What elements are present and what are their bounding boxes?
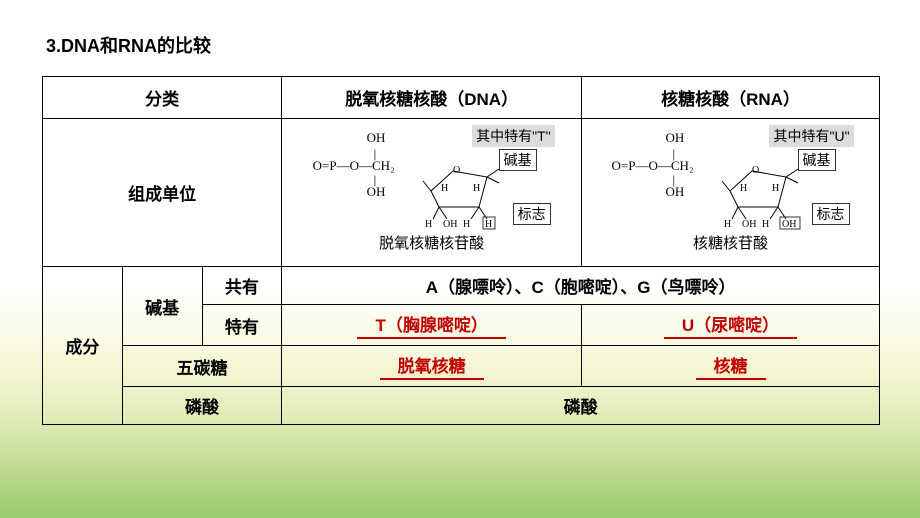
- svg-text:H: H: [473, 183, 480, 194]
- header-rna: 核糖核酸（RNA）: [582, 77, 880, 119]
- svg-text:H: H: [485, 219, 492, 230]
- dna-callout: 其中特有"T": [472, 125, 555, 147]
- hydroxyl-top-icon: OH: [367, 131, 386, 145]
- base-shared-value: A（腺嘌呤）、C（胞嘧啶）、G（鸟嘌呤）: [282, 267, 880, 305]
- svg-text:O: O: [453, 165, 460, 176]
- phosphate-icon: O=P—O—CH₂: [612, 159, 694, 173]
- svg-text:H: H: [740, 183, 747, 194]
- dna-marker: 标志: [513, 203, 551, 225]
- unit-dna-cell: 其中特有"T" 碱基 标志 OH | O=P—O—CH₂ | OH O H H: [282, 119, 582, 267]
- rna-callout: 其中特有"U": [769, 125, 853, 147]
- rna-struct-caption: 核糖核苷酸: [602, 232, 860, 253]
- dna-struct-caption: 脱氧核糖核苷酸: [303, 232, 561, 253]
- header-dna: 脱氧核糖核酸（DNA）: [282, 77, 582, 119]
- unit-rna-cell: 其中特有"U" 碱基 标志 OH | O=P—O—CH₂ | OH O H H …: [582, 119, 880, 267]
- header-category: 分类: [43, 77, 282, 119]
- deoxyribose-ring-icon: O H H H OH H H: [421, 159, 503, 231]
- table-row-phosphate: 磷酸 磷酸: [43, 387, 880, 425]
- pentose-rna: 核糖: [582, 346, 880, 387]
- page-title: 3.DNA和RNA的比较: [46, 32, 880, 58]
- base-dna-unique: T（胸腺嘧啶）: [282, 305, 582, 346]
- svg-text:OH: OH: [742, 219, 756, 230]
- base-label: 碱基: [122, 267, 202, 346]
- svg-text:H: H: [772, 183, 779, 194]
- table-row-header: 分类 脱氧核糖核酸（DNA） 核糖核酸（RNA）: [43, 77, 880, 119]
- phosphate-label: 磷酸: [122, 387, 282, 425]
- table-row-base-shared: 成分 碱基 共有 A（腺嘌呤）、C（胞嘧啶）、G（鸟嘌呤）: [43, 267, 880, 305]
- svg-text:H: H: [724, 219, 731, 230]
- hydroxyl-top-icon: OH: [666, 131, 685, 145]
- base-shared-label: 共有: [202, 267, 282, 305]
- component-label: 成分: [43, 267, 123, 425]
- hydroxyl-bottom-icon: OH: [367, 185, 386, 199]
- base-rna-unique: U（尿嘧啶）: [582, 305, 880, 346]
- svg-text:OH: OH: [443, 219, 457, 230]
- pentose-dna: 脱氧核糖: [282, 346, 582, 387]
- hydroxyl-bottom-icon: OH: [666, 185, 685, 199]
- svg-text:OH: OH: [782, 219, 796, 230]
- table-row-pentose: 五碳糖 脱氧核糖 核糖: [43, 346, 880, 387]
- comparison-table: 分类 脱氧核糖核酸（DNA） 核糖核酸（RNA） 组成单位 其中特有"T" 碱基…: [42, 76, 880, 425]
- rna-marker: 标志: [812, 203, 850, 225]
- table-row-unit: 组成单位 其中特有"T" 碱基 标志 OH | O=P—O—CH₂ | OH O…: [43, 119, 880, 267]
- ribose-ring-icon: O H H H OH H OH: [720, 159, 812, 231]
- svg-text:H: H: [425, 219, 432, 230]
- pentose-label: 五碳糖: [122, 346, 282, 387]
- svg-text:H: H: [463, 219, 470, 230]
- dna-basebox: 碱基: [499, 149, 537, 171]
- base-unique-label: 特有: [202, 305, 282, 346]
- phosphate-value: 磷酸: [282, 387, 880, 425]
- svg-text:O: O: [752, 165, 759, 176]
- rna-nucleotide-diagram: 其中特有"U" 碱基 标志 OH | O=P—O—CH₂ | OH O H H …: [602, 125, 860, 253]
- phosphate-icon: O=P—O—CH₂: [313, 159, 395, 173]
- unit-label: 组成单位: [43, 119, 282, 267]
- svg-text:H: H: [441, 183, 448, 194]
- svg-text:H: H: [762, 219, 769, 230]
- dna-nucleotide-diagram: 其中特有"T" 碱基 标志 OH | O=P—O—CH₂ | OH O H H: [303, 125, 561, 253]
